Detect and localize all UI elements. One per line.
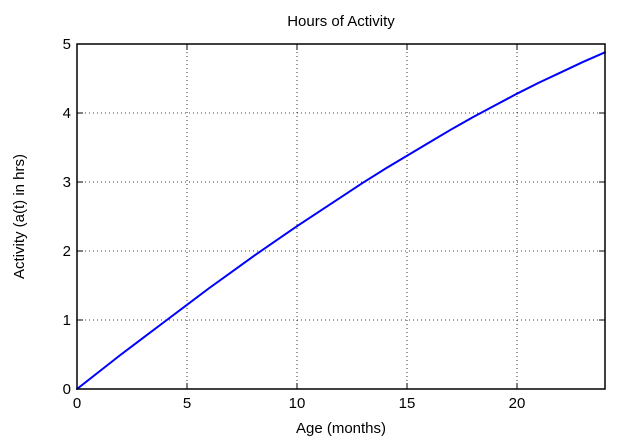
chart-title: Hours of Activity [287, 13, 395, 30]
plot-area [77, 44, 605, 389]
x-tick-label: 20 [509, 395, 526, 412]
y-tick-label: 5 [63, 36, 71, 53]
tick-layer [76, 43, 605, 390]
x-tick-label: 10 [289, 395, 306, 412]
plot-frame [76, 43, 606, 390]
series-layer [76, 51, 606, 390]
label-layer: 0 5 10 15 20 0 1 2 3 4 5 [63, 36, 526, 412]
y-tick-label: 0 [63, 381, 71, 398]
grid-layer [77, 44, 605, 389]
x-tick-label: 15 [399, 395, 416, 412]
y-tick-label: 4 [63, 105, 71, 122]
y-tick-label: 3 [63, 174, 71, 191]
y-axis-title: Activity (a(t) in hrs) [11, 154, 28, 279]
y-tick-label: 1 [63, 312, 71, 329]
y-tick-label: 2 [63, 243, 71, 260]
x-tick-label: 5 [183, 395, 191, 412]
x-tick-label: 0 [73, 395, 81, 412]
series-line [76, 51, 606, 390]
x-axis-title: Age (months) [296, 420, 386, 437]
